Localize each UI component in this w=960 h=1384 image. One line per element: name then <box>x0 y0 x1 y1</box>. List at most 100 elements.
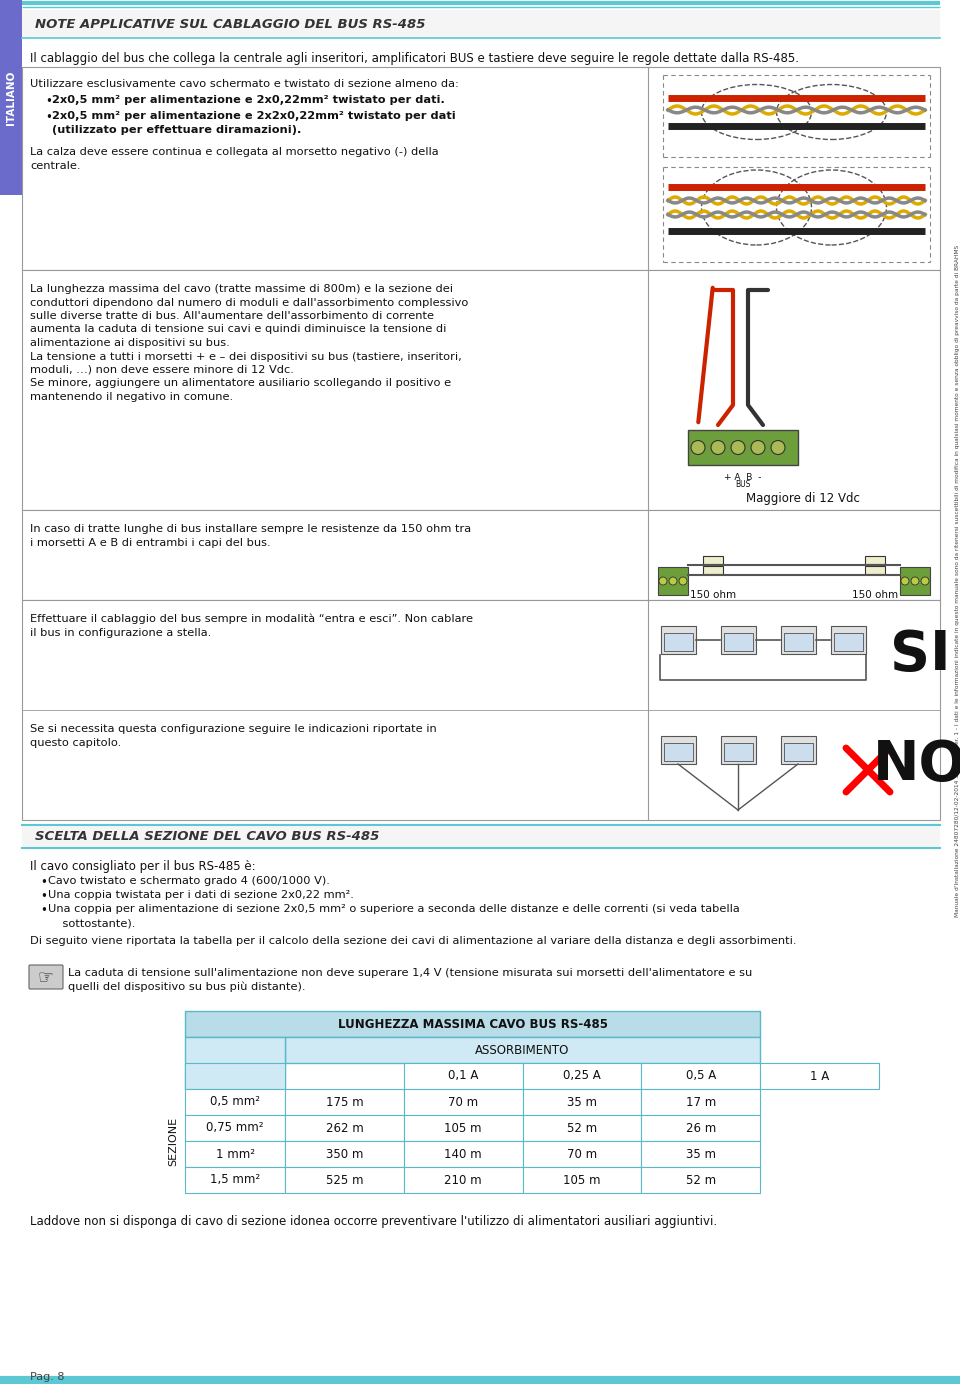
Text: 17 m: 17 m <box>685 1096 716 1109</box>
Text: 210 m: 210 m <box>444 1174 482 1186</box>
Text: Una coppia twistata per i dati di sezione 2x0,22 mm².: Una coppia twistata per i dati di sezion… <box>48 890 354 900</box>
Text: 52 m: 52 m <box>685 1174 716 1186</box>
Text: 0,1 A: 0,1 A <box>448 1070 478 1082</box>
FancyBboxPatch shape <box>865 566 885 574</box>
Text: •: • <box>45 95 52 108</box>
FancyBboxPatch shape <box>780 626 815 655</box>
FancyBboxPatch shape <box>22 509 940 601</box>
Text: NO: NO <box>874 738 960 792</box>
Text: Di seguito viene riportata la tabella per il calcolo della sezione dei cavi di a: Di seguito viene riportata la tabella pe… <box>30 936 797 947</box>
Text: 175 m: 175 m <box>325 1096 363 1109</box>
Text: Manuale d'Installazione 24807280/12-02-2014 319W13C ver. 1 - I dati e le informa: Manuale d'Installazione 24807280/12-02-2… <box>954 245 959 918</box>
Text: conduttori dipendono dal numero di moduli e dall'assorbimento complessivo: conduttori dipendono dal numero di modul… <box>30 298 468 307</box>
Circle shape <box>771 440 785 454</box>
FancyBboxPatch shape <box>522 1063 641 1089</box>
Text: alimentazione ai dispositivi su bus.: alimentazione ai dispositivi su bus. <box>30 338 229 347</box>
FancyBboxPatch shape <box>185 1167 285 1193</box>
Text: 26 m: 26 m <box>685 1121 716 1135</box>
FancyBboxPatch shape <box>185 1063 285 1089</box>
FancyBboxPatch shape <box>724 743 753 761</box>
Circle shape <box>669 577 677 585</box>
Circle shape <box>679 577 687 585</box>
Text: 262 m: 262 m <box>325 1121 363 1135</box>
Text: Effettuare il cablaggio del bus sempre in modalità “entra e esci”. Non cablare: Effettuare il cablaggio del bus sempre i… <box>30 614 473 624</box>
Text: 35 m: 35 m <box>566 1096 597 1109</box>
FancyBboxPatch shape <box>285 1167 404 1193</box>
FancyBboxPatch shape <box>404 1063 522 1089</box>
FancyBboxPatch shape <box>0 0 22 195</box>
Text: In caso di tratte lunghe di bus installare sempre le resistenze da 150 ohm tra: In caso di tratte lunghe di bus installa… <box>30 525 471 534</box>
FancyBboxPatch shape <box>522 1140 641 1167</box>
Text: Pag. 8: Pag. 8 <box>30 1372 64 1383</box>
Text: La tensione a tutti i morsetti + e – dei dispositivi su bus (tastiere, inseritor: La tensione a tutti i morsetti + e – dei… <box>30 352 462 361</box>
FancyBboxPatch shape <box>285 1089 404 1116</box>
FancyBboxPatch shape <box>285 1116 404 1140</box>
Text: Il cavo consigliato per il bus RS-485 è:: Il cavo consigliato per il bus RS-485 è: <box>30 859 255 873</box>
Circle shape <box>659 577 667 585</box>
FancyBboxPatch shape <box>783 632 812 650</box>
FancyBboxPatch shape <box>658 567 688 595</box>
Text: Maggiore di 12 Vdc: Maggiore di 12 Vdc <box>746 491 860 505</box>
Text: 0,5 A: 0,5 A <box>685 1070 716 1082</box>
Text: SI: SI <box>890 628 950 682</box>
Text: 105 m: 105 m <box>564 1174 601 1186</box>
FancyBboxPatch shape <box>404 1167 522 1193</box>
FancyBboxPatch shape <box>185 1140 285 1167</box>
Text: 105 m: 105 m <box>444 1121 482 1135</box>
Text: aumenta la caduta di tensione sui cavi e quindi diminuisce la tensione di: aumenta la caduta di tensione sui cavi e… <box>30 324 446 335</box>
Text: ☞: ☞ <box>38 967 54 985</box>
FancyBboxPatch shape <box>663 632 692 650</box>
Text: 2x0,5 mm² per alimentazione e 2x2x0,22mm² twistato per dati: 2x0,5 mm² per alimentazione e 2x2x0,22mm… <box>52 111 456 120</box>
Text: 150 ohm: 150 ohm <box>852 590 898 601</box>
Text: •: • <box>40 890 47 902</box>
FancyBboxPatch shape <box>724 632 753 650</box>
Text: 140 m: 140 m <box>444 1147 482 1161</box>
Text: •: • <box>40 904 47 918</box>
FancyBboxPatch shape <box>641 1063 760 1089</box>
FancyBboxPatch shape <box>404 1140 522 1167</box>
Text: •: • <box>40 876 47 889</box>
Text: Se si necessita questa configurazione seguire le indicazioni riportate in: Se si necessita questa configurazione se… <box>30 724 437 734</box>
Text: 525 m: 525 m <box>325 1174 363 1186</box>
FancyBboxPatch shape <box>780 736 815 764</box>
Circle shape <box>731 440 745 454</box>
Text: Se minore, aggiungere un alimentatore ausiliario scollegando il positivo e: Se minore, aggiungere un alimentatore au… <box>30 378 451 389</box>
Text: 1,5 mm²: 1,5 mm² <box>210 1174 260 1186</box>
Text: ITALIANO: ITALIANO <box>6 71 16 125</box>
FancyBboxPatch shape <box>703 566 723 574</box>
Text: Una coppia per alimentazione di sezione 2x0,5 mm² o superiore a seconda delle di: Una coppia per alimentazione di sezione … <box>48 904 740 913</box>
Text: 1 mm²: 1 mm² <box>215 1147 254 1161</box>
Text: + A  B  -: + A B - <box>724 473 761 482</box>
FancyBboxPatch shape <box>185 1010 760 1037</box>
FancyBboxPatch shape <box>688 430 798 465</box>
FancyBboxPatch shape <box>865 556 885 565</box>
FancyBboxPatch shape <box>783 743 812 761</box>
FancyBboxPatch shape <box>721 626 756 655</box>
FancyBboxPatch shape <box>660 626 695 655</box>
FancyBboxPatch shape <box>641 1089 760 1116</box>
Text: La lunghezza massima del cavo (tratte massime di 800m) e la sezione dei: La lunghezza massima del cavo (tratte ma… <box>30 284 453 293</box>
Text: 70 m: 70 m <box>448 1096 478 1109</box>
Text: La caduta di tensione sull'alimentazione non deve superare 1,4 V (tensione misur: La caduta di tensione sull'alimentazione… <box>68 967 753 978</box>
FancyBboxPatch shape <box>22 825 940 848</box>
Text: Il cablaggio del bus che collega la centrale agli inseritori, amplificatori BUS : Il cablaggio del bus che collega la cent… <box>30 53 799 65</box>
Text: NOTE APPLICATIVE SUL CABLAGGIO DEL BUS RS-485: NOTE APPLICATIVE SUL CABLAGGIO DEL BUS R… <box>35 18 425 30</box>
Text: quelli del dispositivo su bus più distante).: quelli del dispositivo su bus più distan… <box>68 981 305 991</box>
FancyBboxPatch shape <box>185 1089 285 1116</box>
FancyBboxPatch shape <box>285 1140 404 1167</box>
FancyBboxPatch shape <box>663 743 692 761</box>
FancyBboxPatch shape <box>703 556 723 565</box>
Circle shape <box>711 440 725 454</box>
FancyBboxPatch shape <box>641 1167 760 1193</box>
Text: i morsetti A e B di entrambi i capi del bus.: i morsetti A e B di entrambi i capi del … <box>30 538 271 548</box>
FancyBboxPatch shape <box>760 1063 878 1089</box>
FancyBboxPatch shape <box>522 1167 641 1193</box>
Text: il bus in configurazione a stella.: il bus in configurazione a stella. <box>30 628 211 638</box>
Text: 1 A: 1 A <box>809 1070 829 1082</box>
Text: centrale.: centrale. <box>30 161 81 172</box>
Text: SEZIONE: SEZIONE <box>168 1117 178 1165</box>
Text: 35 m: 35 m <box>685 1147 715 1161</box>
Text: 150 ohm: 150 ohm <box>690 590 736 601</box>
Text: •: • <box>45 111 52 125</box>
Text: LUNGHEZZA MASSIMA CAVO BUS RS-485: LUNGHEZZA MASSIMA CAVO BUS RS-485 <box>338 1017 608 1031</box>
